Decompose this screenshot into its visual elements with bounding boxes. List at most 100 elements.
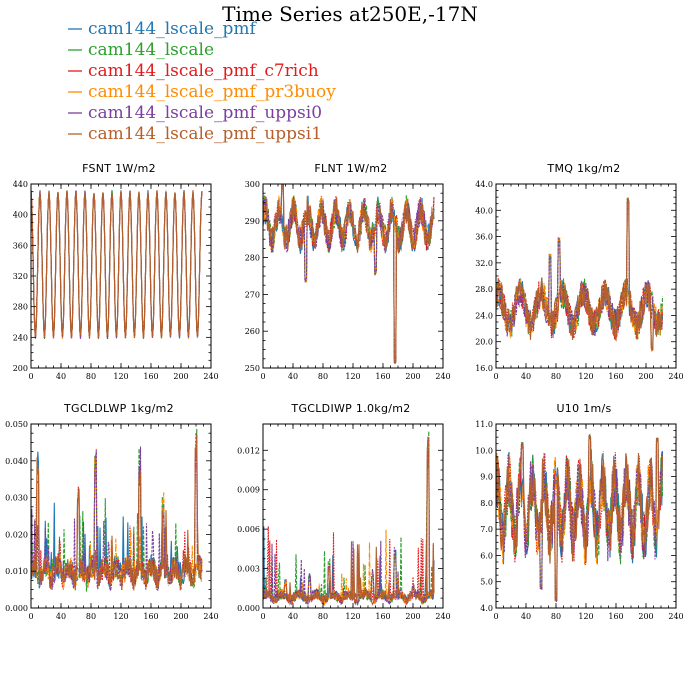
- x-tick-label: 0: [493, 372, 498, 381]
- x-tick-label: 160: [608, 612, 623, 621]
- series-line-cam144-lscale-pmf-pr3buoy: [496, 237, 664, 352]
- y-tick-label: 4.0: [480, 604, 493, 613]
- plot-area: [496, 433, 664, 604]
- chart-panel: TGCLDIWP 1.0kg/m2 0 40 80 120 160 200 240 0.000 0…: [237, 402, 451, 621]
- series-line-cam144-lscale-pmf-uppsi1: [31, 190, 203, 340]
- chart-panel: FSNT 1W/m2 0 40 80 120 160 200 240 200 240 280 320 3…: [13, 162, 219, 381]
- x-tick-label: 40: [288, 372, 298, 381]
- y-tick-label: 5.0: [480, 578, 493, 587]
- y-tick-label: 0.000: [5, 604, 28, 613]
- y-tick-label: 400: [13, 211, 28, 220]
- x-tick-label: 0: [260, 372, 265, 381]
- y-tick-label: 290: [245, 217, 260, 226]
- x-tick-label: 240: [668, 612, 683, 621]
- y-tick-label: 20.0: [475, 338, 493, 347]
- y-tick-label: 240: [13, 333, 28, 342]
- legend-entry: cam144_lscale_pmf_pr3buoy: [88, 82, 336, 102]
- x-tick-label: 40: [56, 612, 66, 621]
- y-tick-label: 0.003: [237, 565, 260, 574]
- x-tick-label: 40: [521, 372, 531, 381]
- y-tick-label: 28.0: [475, 285, 493, 294]
- x-tick-label: 160: [608, 372, 623, 381]
- x-tick-label: 200: [405, 372, 420, 381]
- y-tick-label: 200: [13, 364, 28, 373]
- y-tick-label: 0.020: [5, 530, 28, 539]
- y-tick-label: 16.0: [475, 364, 493, 373]
- y-tick-label: 360: [13, 241, 28, 250]
- x-tick-label: 240: [435, 372, 450, 381]
- series-line-cam144-lscale-pmf-uppsi0: [263, 436, 435, 606]
- chart-panel: TMQ 1kg/m2 0 40 80 120 160 200 240 16.0 20.0 24.0 2…: [475, 162, 683, 381]
- plot-area: [496, 196, 664, 352]
- y-tick-label: 0.012: [237, 446, 260, 455]
- x-tick-label: 80: [551, 612, 561, 621]
- x-tick-label: 80: [86, 612, 96, 621]
- x-tick-label: 40: [56, 372, 66, 381]
- x-tick-label: 240: [435, 612, 450, 621]
- panel-title: TGCLDIWP 1.0kg/m2: [290, 402, 410, 415]
- y-tick-label: 0.050: [5, 420, 28, 429]
- y-tick-label: 44.0: [475, 180, 493, 189]
- y-tick-label: 0.000: [237, 604, 260, 613]
- series-line-cam144-lscale-pmf-pr3buoy: [263, 529, 435, 607]
- plot-frame: [495, 183, 677, 369]
- x-tick-label: 240: [668, 372, 683, 381]
- x-tick-label: 160: [143, 612, 158, 621]
- y-tick-label: 36.0: [475, 233, 493, 242]
- y-tick-label: 320: [13, 272, 28, 281]
- figure-title: Time Series at250E,-17N: [222, 2, 478, 26]
- y-tick-label: 24.0: [475, 311, 493, 320]
- x-tick-label: 120: [578, 372, 593, 381]
- y-tick-label: 300: [245, 180, 260, 189]
- series-line-cam144-lscale-pmf-uppsi0: [263, 184, 435, 364]
- legend-entry: cam144_lscale_pmf: [88, 19, 258, 39]
- x-tick-label: 200: [173, 612, 188, 621]
- legend: cam144_lscale_pmfcam144_lscalecam144_lsc…: [68, 19, 336, 144]
- x-tick-label: 160: [375, 372, 390, 381]
- legend-entry: cam144_lscale_pmf_c7rich: [88, 61, 319, 81]
- x-tick-label: 200: [405, 612, 420, 621]
- plot-area: [263, 184, 435, 364]
- panel-title: FSNT 1W/m2: [82, 162, 156, 175]
- x-tick-label: 120: [113, 372, 128, 381]
- y-tick-label: 250: [245, 364, 260, 373]
- x-tick-label: 40: [288, 612, 298, 621]
- chart-panel: TGCLDLWP 1kg/m2 0 40 80 120 160 200 240 0.000 0.0…: [5, 402, 219, 621]
- x-tick-label: 240: [203, 372, 218, 381]
- panel-title: U10 1m/s: [556, 402, 611, 415]
- x-tick-label: 200: [638, 612, 653, 621]
- y-tick-label: 11.0: [475, 420, 493, 429]
- chart-panel: FLNT 1W/m2 0 40 80 120 160 200 240 250 260 270 280 2…: [245, 162, 451, 381]
- x-tick-label: 160: [375, 612, 390, 621]
- y-tick-label: 6.0: [480, 551, 493, 560]
- chart-panels: FSNT 1W/m2 0 40 80 120 160 200 240 200 240 280 320 3…: [5, 162, 684, 621]
- legend-entry: cam144_lscale: [88, 40, 214, 60]
- x-tick-label: 120: [345, 612, 360, 621]
- plot-area: [31, 428, 203, 592]
- series-line-cam144-lscale-pmf-uppsi1: [263, 184, 435, 364]
- x-tick-label: 200: [173, 372, 188, 381]
- panel-title: TGCLDLWP 1kg/m2: [63, 402, 174, 415]
- y-tick-label: 280: [13, 303, 28, 312]
- x-tick-label: 240: [203, 612, 218, 621]
- y-tick-label: 0.009: [237, 486, 260, 495]
- y-tick-label: 0.010: [5, 567, 28, 576]
- x-tick-label: 40: [521, 612, 531, 621]
- y-tick-label: 40.0: [475, 206, 493, 215]
- y-tick-label: 440: [13, 180, 28, 189]
- plot-area: [31, 189, 203, 340]
- y-tick-label: 8.0: [480, 499, 493, 508]
- plot-frame: [30, 183, 212, 369]
- series-line-cam144-lscale: [263, 431, 435, 605]
- x-tick-label: 80: [86, 372, 96, 381]
- panel-title: TMQ 1kg/m2: [546, 162, 620, 175]
- y-tick-label: 0.006: [237, 525, 260, 534]
- y-tick-label: 270: [245, 290, 260, 299]
- x-tick-label: 80: [318, 612, 328, 621]
- legend-entry: cam144_lscale_pmf_uppsi1: [88, 124, 322, 144]
- x-tick-label: 80: [551, 372, 561, 381]
- x-tick-label: 0: [28, 612, 33, 621]
- x-tick-label: 120: [578, 612, 593, 621]
- x-tick-label: 160: [143, 372, 158, 381]
